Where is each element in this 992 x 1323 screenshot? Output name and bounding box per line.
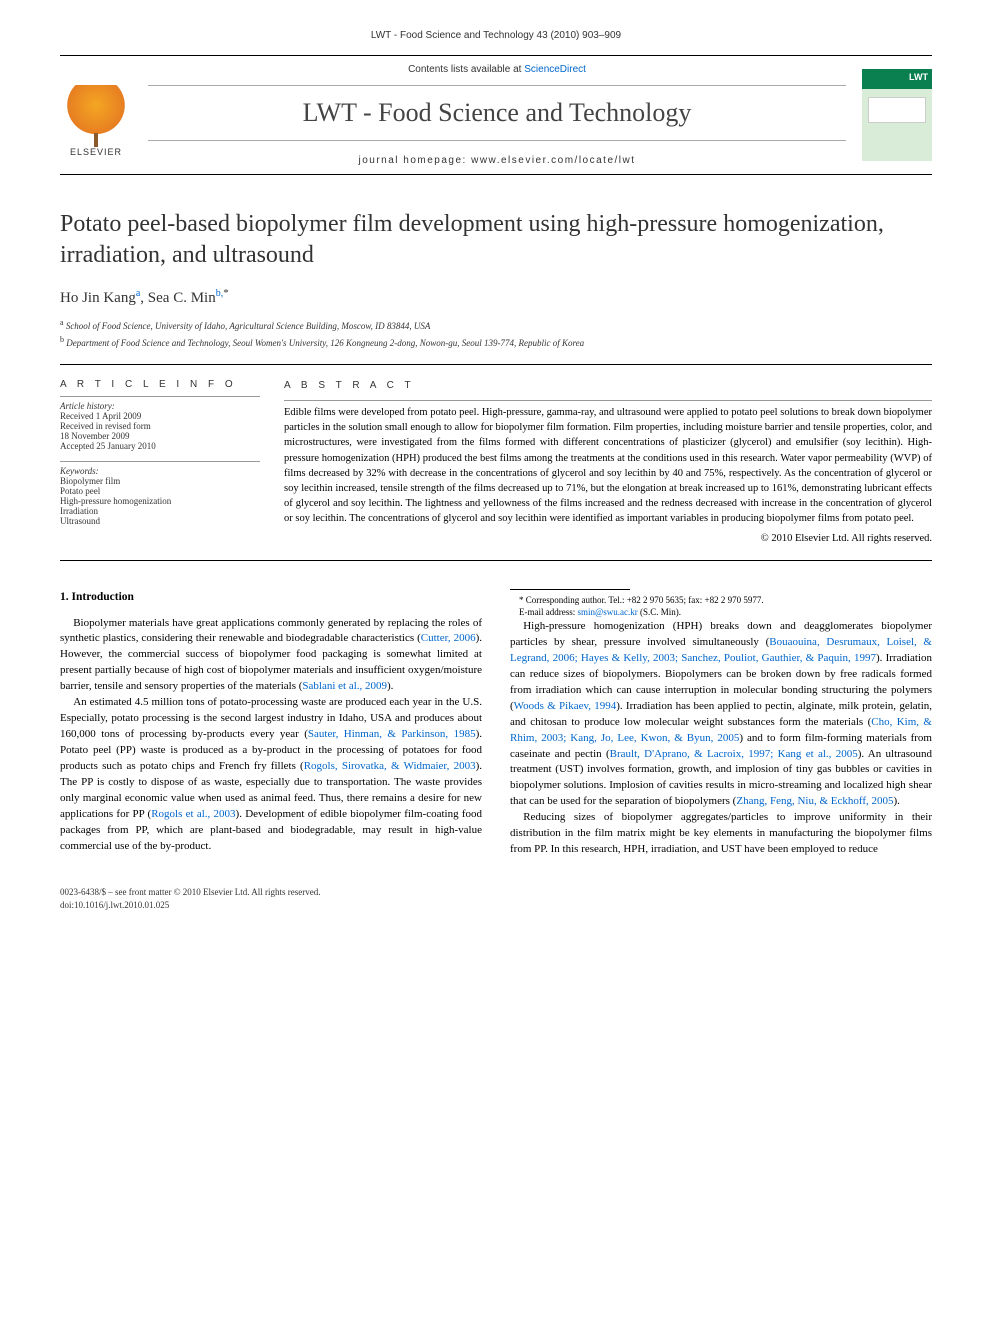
history-line: Received in revised form	[60, 421, 260, 431]
footer-copyright: 0023-6438/$ – see front matter © 2010 El…	[60, 886, 932, 899]
footer-doi: doi:10.1016/j.lwt.2010.01.025	[60, 899, 932, 912]
contents-prefix: Contents lists available at	[408, 64, 524, 75]
elsevier-tree-icon	[67, 85, 125, 143]
email-link[interactable]: smin@swu.ac.kr	[577, 607, 637, 617]
section-title: Introduction	[72, 591, 134, 603]
info-divider	[60, 461, 260, 462]
article-info-heading: A R T I C L E I N F O	[60, 379, 260, 390]
citation-link[interactable]: Sauter, Hinman, & Parkinson, 1985	[308, 728, 476, 740]
affiliation-list: a School of Food Science, University of …	[60, 317, 932, 350]
abstract-text: Edible films were developed from potato …	[284, 405, 932, 527]
footnote-block: * Corresponding author. Tel.: +82 2 970 …	[510, 589, 932, 619]
keyword: High-pressure homogenization	[60, 496, 260, 506]
body-text-run: ).	[893, 795, 899, 807]
keyword: Potato peel	[60, 486, 260, 496]
corresponding-author-footnote: * Corresponding author. Tel.: +82 2 970 …	[510, 594, 932, 607]
keyword: Biopolymer film	[60, 476, 260, 486]
citation-link[interactable]: Woods & Pikaev, 1994	[514, 700, 617, 712]
article-info-box: A R T I C L E I N F O Article history: R…	[60, 379, 260, 545]
section-heading: 1. Introduction	[60, 589, 482, 606]
paragraph: High-pressure homogenization (HPH) break…	[510, 619, 932, 810]
homepage-line: journal homepage: www.elsevier.com/locat…	[148, 155, 846, 166]
footnote-separator	[510, 589, 630, 590]
running-header: LWT - Food Science and Technology 43 (20…	[60, 30, 932, 41]
keywords-label: Keywords:	[60, 466, 260, 476]
keyword-lines: Biopolymer filmPotato peelHigh-pressure …	[60, 476, 260, 526]
body-text: 1. Introduction Biopolymer materials hav…	[60, 589, 932, 865]
divider	[60, 364, 932, 365]
citation-link[interactable]: Sablani et al., 2009	[302, 680, 387, 692]
abstract-copyright: © 2010 Elsevier Ltd. All rights reserved…	[284, 531, 932, 546]
elsevier-logo: ELSEVIER	[60, 73, 132, 157]
abstract-box: A B S T R A C T Edible films were develo…	[284, 379, 932, 545]
contents-available-line: Contents lists available at ScienceDirec…	[148, 64, 846, 75]
citation-link[interactable]: Zhang, Feng, Niu, & Eckhoff, 2005	[736, 795, 893, 807]
page-footer: 0023-6438/$ – see front matter © 2010 El…	[60, 886, 932, 911]
history-label: Article history:	[60, 401, 260, 411]
publisher-name: ELSEVIER	[70, 147, 122, 157]
affiliation: b Department of Food Science and Technol…	[60, 334, 932, 351]
body-text-run: Biopolymer materials have great applicat…	[60, 617, 482, 645]
section-number: 1.	[60, 591, 69, 603]
journal-name: LWT - Food Science and Technology	[148, 85, 846, 141]
abstract-heading: A B S T R A C T	[284, 379, 932, 394]
keyword: Ultrasound	[60, 516, 260, 526]
paragraph: An estimated 4.5 million tons of potato-…	[60, 695, 482, 854]
paragraph: Biopolymer materials have great applicat…	[60, 616, 482, 696]
masthead-center: Contents lists available at ScienceDirec…	[148, 64, 846, 166]
citation-link[interactable]: Cutter, 2006	[421, 632, 476, 644]
homepage-prefix: journal homepage:	[358, 155, 471, 166]
keyword: Irradiation	[60, 506, 260, 516]
history-lines: Received 1 April 2009Received in revised…	[60, 411, 260, 451]
info-abstract-row: A R T I C L E I N F O Article history: R…	[60, 379, 932, 545]
homepage-url: www.elsevier.com/locate/lwt	[471, 155, 635, 166]
paragraph: Reducing sizes of biopolymer aggregates/…	[510, 810, 932, 858]
sciencedirect-link[interactable]: ScienceDirect	[524, 64, 586, 75]
divider	[60, 560, 932, 561]
email-footnote: E-mail address: smin@swu.ac.kr (S.C. Min…	[510, 606, 932, 619]
citation-link[interactable]: Brault, D'Aprano, & Lacroix, 1997; Kang …	[610, 748, 858, 760]
citation-link[interactable]: Rogols, Sirovatka, & Widmaier, 2003	[304, 760, 476, 772]
email-suffix: (S.C. Min).	[638, 607, 681, 617]
citation-link[interactable]: Rogols et al., 2003	[151, 808, 235, 820]
affiliation: a School of Food Science, University of …	[60, 317, 932, 334]
info-divider	[60, 396, 260, 397]
history-line: Accepted 25 January 2010	[60, 441, 260, 451]
email-label: E-mail address:	[519, 607, 577, 617]
journal-masthead: ELSEVIER Contents lists available at Sci…	[60, 55, 932, 175]
body-text-run: ).	[387, 680, 393, 692]
journal-cover-thumbnail	[862, 69, 932, 161]
article-title: Potato peel-based biopolymer film develo…	[60, 209, 932, 271]
abstract-divider	[284, 400, 932, 401]
author-list: Ho Jin Kanga, Sea C. Minb,*	[60, 287, 932, 307]
history-line: Received 1 April 2009	[60, 411, 260, 421]
history-line: 18 November 2009	[60, 431, 260, 441]
